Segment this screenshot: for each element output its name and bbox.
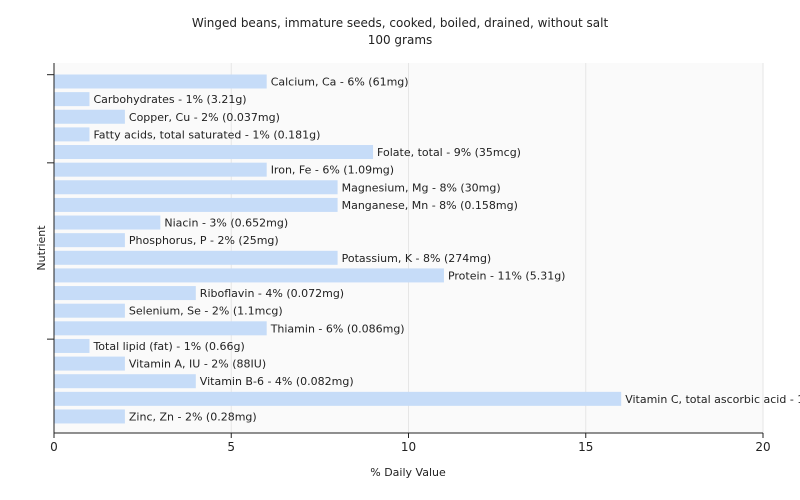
- x-tick-label: 10: [401, 440, 416, 454]
- bar: [54, 338, 90, 353]
- bar: [54, 233, 125, 248]
- grid-lines: [230, 63, 764, 433]
- bar: [54, 145, 374, 160]
- bar: [54, 127, 90, 142]
- bar-label: Phosphorus, P - 2% (25mg): [129, 234, 279, 247]
- bar: [54, 268, 444, 283]
- chart-title: Winged beans, immature seeds, cooked, bo…: [192, 16, 609, 30]
- bar: [54, 374, 196, 389]
- bar: [54, 321, 267, 336]
- bar: [54, 286, 196, 301]
- bar-label: Niacin - 3% (0.652mg): [164, 217, 288, 230]
- x-tick-label: 20: [755, 440, 770, 454]
- x-ticks: 0 5 10 15 20: [50, 433, 771, 454]
- bar: [54, 162, 267, 177]
- bar: [54, 391, 622, 406]
- x-tick-label: 15: [578, 440, 593, 454]
- bar: [54, 303, 125, 318]
- bar-label: Total lipid (fat) - 1% (0.66g): [92, 340, 244, 353]
- bar-label: Fatty acids, total saturated - 1% (0.181…: [93, 128, 320, 141]
- bar-label: Calcium, Ca - 6% (61mg): [271, 76, 409, 89]
- bar: [54, 92, 90, 107]
- chart-subtitle: 100 grams: [368, 33, 433, 47]
- x-tick-label: 5: [227, 440, 235, 454]
- bar-label: Thiamin - 6% (0.086mg): [270, 322, 405, 335]
- bar-label: Selenium, Se - 2% (1.1mcg): [129, 305, 283, 318]
- bar-label: Folate, total - 9% (35mcg): [377, 146, 521, 159]
- y-axis-label: Nutrient: [35, 225, 48, 271]
- bar-label: Carbohydrates - 1% (3.21g): [93, 93, 246, 106]
- bar-label: Potassium, K - 8% (274mg): [342, 252, 492, 265]
- bar-label: Riboflavin - 4% (0.072mg): [200, 287, 344, 300]
- bar: [54, 180, 338, 195]
- bar-label: Copper, Cu - 2% (0.037mg): [129, 111, 280, 124]
- bar: [54, 215, 161, 230]
- x-axis-label: % Daily Value: [370, 466, 446, 479]
- bar-label: Manganese, Mn - 8% (0.158mg): [342, 199, 518, 212]
- bar: [54, 409, 125, 424]
- bar: [54, 109, 125, 124]
- bar-label: Magnesium, Mg - 8% (30mg): [342, 181, 501, 194]
- bar: [54, 250, 338, 265]
- bar-label: Vitamin C, total ascorbic acid - 16% (9.…: [625, 393, 800, 406]
- bar-label: Iron, Fe - 6% (1.09mg): [271, 164, 394, 177]
- bars: Calcium, Ca - 6% (61mg) Carbohydrates - 1…: [54, 74, 800, 424]
- bar-label: Zinc, Zn - 2% (0.28mg): [129, 410, 257, 423]
- y-ticks: [47, 74, 54, 340]
- bar-label: Protein - 11% (5.31g): [448, 269, 566, 282]
- bar: [54, 197, 338, 212]
- x-tick-label: 0: [50, 440, 58, 454]
- bar-label: Vitamin A, IU - 2% (88IU): [129, 358, 266, 371]
- bar-label: Vitamin B-6 - 4% (0.082mg): [200, 375, 354, 388]
- bar: [54, 74, 267, 89]
- bar: [54, 356, 125, 371]
